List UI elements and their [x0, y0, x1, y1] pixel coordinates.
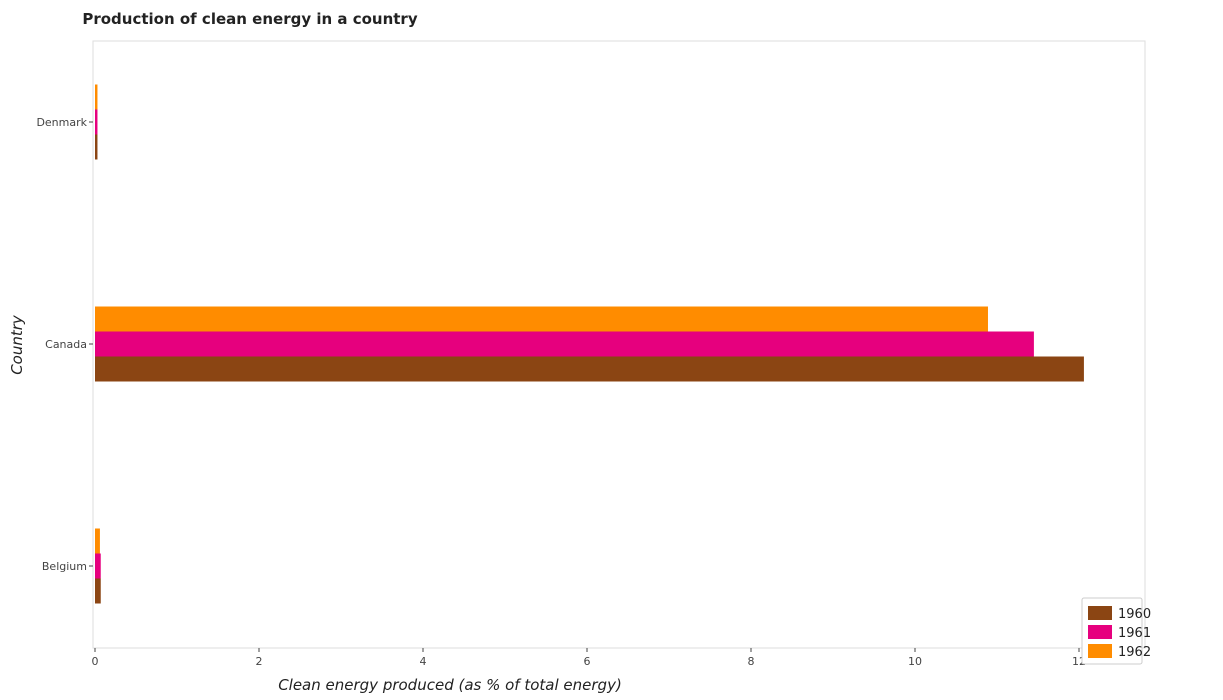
x-tick-label: 10 — [908, 655, 922, 668]
bar-denmark-1961 — [95, 109, 98, 135]
bar-belgium-1960 — [95, 578, 101, 604]
x-tick-label: 6 — [584, 655, 591, 668]
y-axis-title: Country — [8, 314, 26, 375]
legend-swatch-1961 — [1088, 625, 1112, 639]
bar-denmark-1960 — [95, 134, 98, 160]
bar-belgium-1962 — [95, 528, 100, 554]
y-tick-label: Canada — [45, 338, 87, 351]
legend: 1960 1961 1962 — [1081, 597, 1151, 665]
y-tick-labels: Belgium Canada Denmark — [36, 116, 93, 573]
bar-canada-1960 — [95, 356, 1084, 382]
legend-swatch-1962 — [1088, 644, 1112, 658]
bar-belgium-1961 — [95, 553, 101, 579]
legend-label-1962: 1962 — [1118, 645, 1151, 660]
x-tick-label: 8 — [748, 655, 755, 668]
legend-swatch-1960 — [1088, 606, 1112, 620]
bar-canada-1961 — [95, 331, 1034, 357]
y-tick-label: Belgium — [42, 560, 87, 573]
bar-denmark-1962 — [95, 84, 98, 110]
x-tick-label: 0 — [92, 655, 99, 668]
bars-group — [95, 84, 1084, 604]
x-axis-title: Clean energy produced (as % of total ene… — [278, 676, 622, 694]
x-tick-label: 4 — [420, 655, 427, 668]
chart-title: Production of clean energy in a country — [82, 10, 417, 28]
y-tick-label: Denmark — [36, 116, 87, 129]
legend-label-1960: 1960 — [1118, 607, 1151, 622]
bar-canada-1962 — [95, 306, 988, 332]
x-tick-label: 2 — [256, 655, 263, 668]
legend-label-1961: 1961 — [1118, 626, 1151, 641]
